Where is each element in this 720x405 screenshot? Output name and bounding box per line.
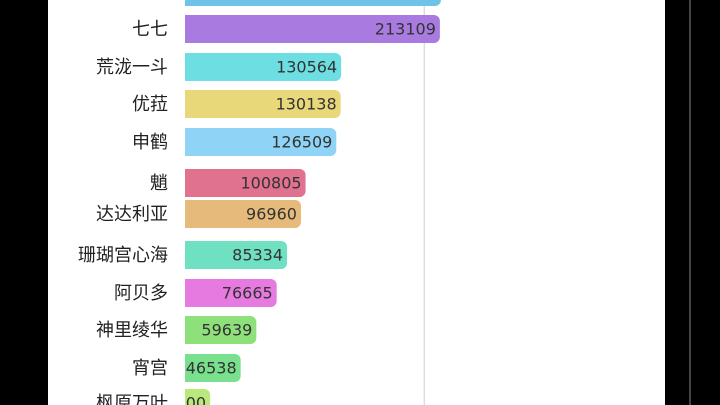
bar [185, 354, 241, 382]
category-label: 枫原万叶 [96, 393, 168, 405]
value-label: 21000 [155, 394, 206, 405]
category-label: 魈 [150, 173, 168, 194]
bar [185, 128, 337, 156]
value-label: 130138 [276, 95, 337, 114]
panel [48, 0, 665, 405]
category-label: 宵宫 [132, 358, 168, 379]
value-label: 213109 [375, 20, 436, 39]
category-label: 七七 [132, 19, 168, 40]
bar [185, 53, 342, 81]
bar [185, 200, 301, 228]
category-label: 荒泷一斗 [96, 57, 168, 78]
plot: 213109 130564 130138 126509 100805 96960 85334… [155, 0, 441, 405]
bar [185, 316, 257, 344]
category-label: 达达利亚 [96, 204, 168, 225]
category-label: 阿贝多 [114, 283, 168, 304]
category-label: 神里绫华 [96, 320, 168, 341]
value-label: 130564 [276, 58, 337, 77]
category-label: 珊瑚宫心海 [78, 245, 168, 266]
category-label: 申鹤 [132, 132, 168, 153]
value-label: 46538 [186, 359, 237, 378]
bar [185, 15, 440, 43]
bar [185, 90, 341, 118]
category-label: 优菈 [132, 94, 168, 115]
value-label: 96960 [246, 205, 297, 224]
value-label: 126509 [271, 133, 332, 152]
bar [185, 0, 441, 6]
value-label: 59639 [201, 321, 252, 340]
bar [185, 279, 277, 307]
bar [185, 169, 306, 197]
value-label: 76665 [222, 284, 273, 303]
bar [185, 241, 288, 269]
bar [185, 389, 211, 405]
value-label: 100805 [240, 174, 301, 193]
value-label: 85334 [232, 246, 283, 265]
